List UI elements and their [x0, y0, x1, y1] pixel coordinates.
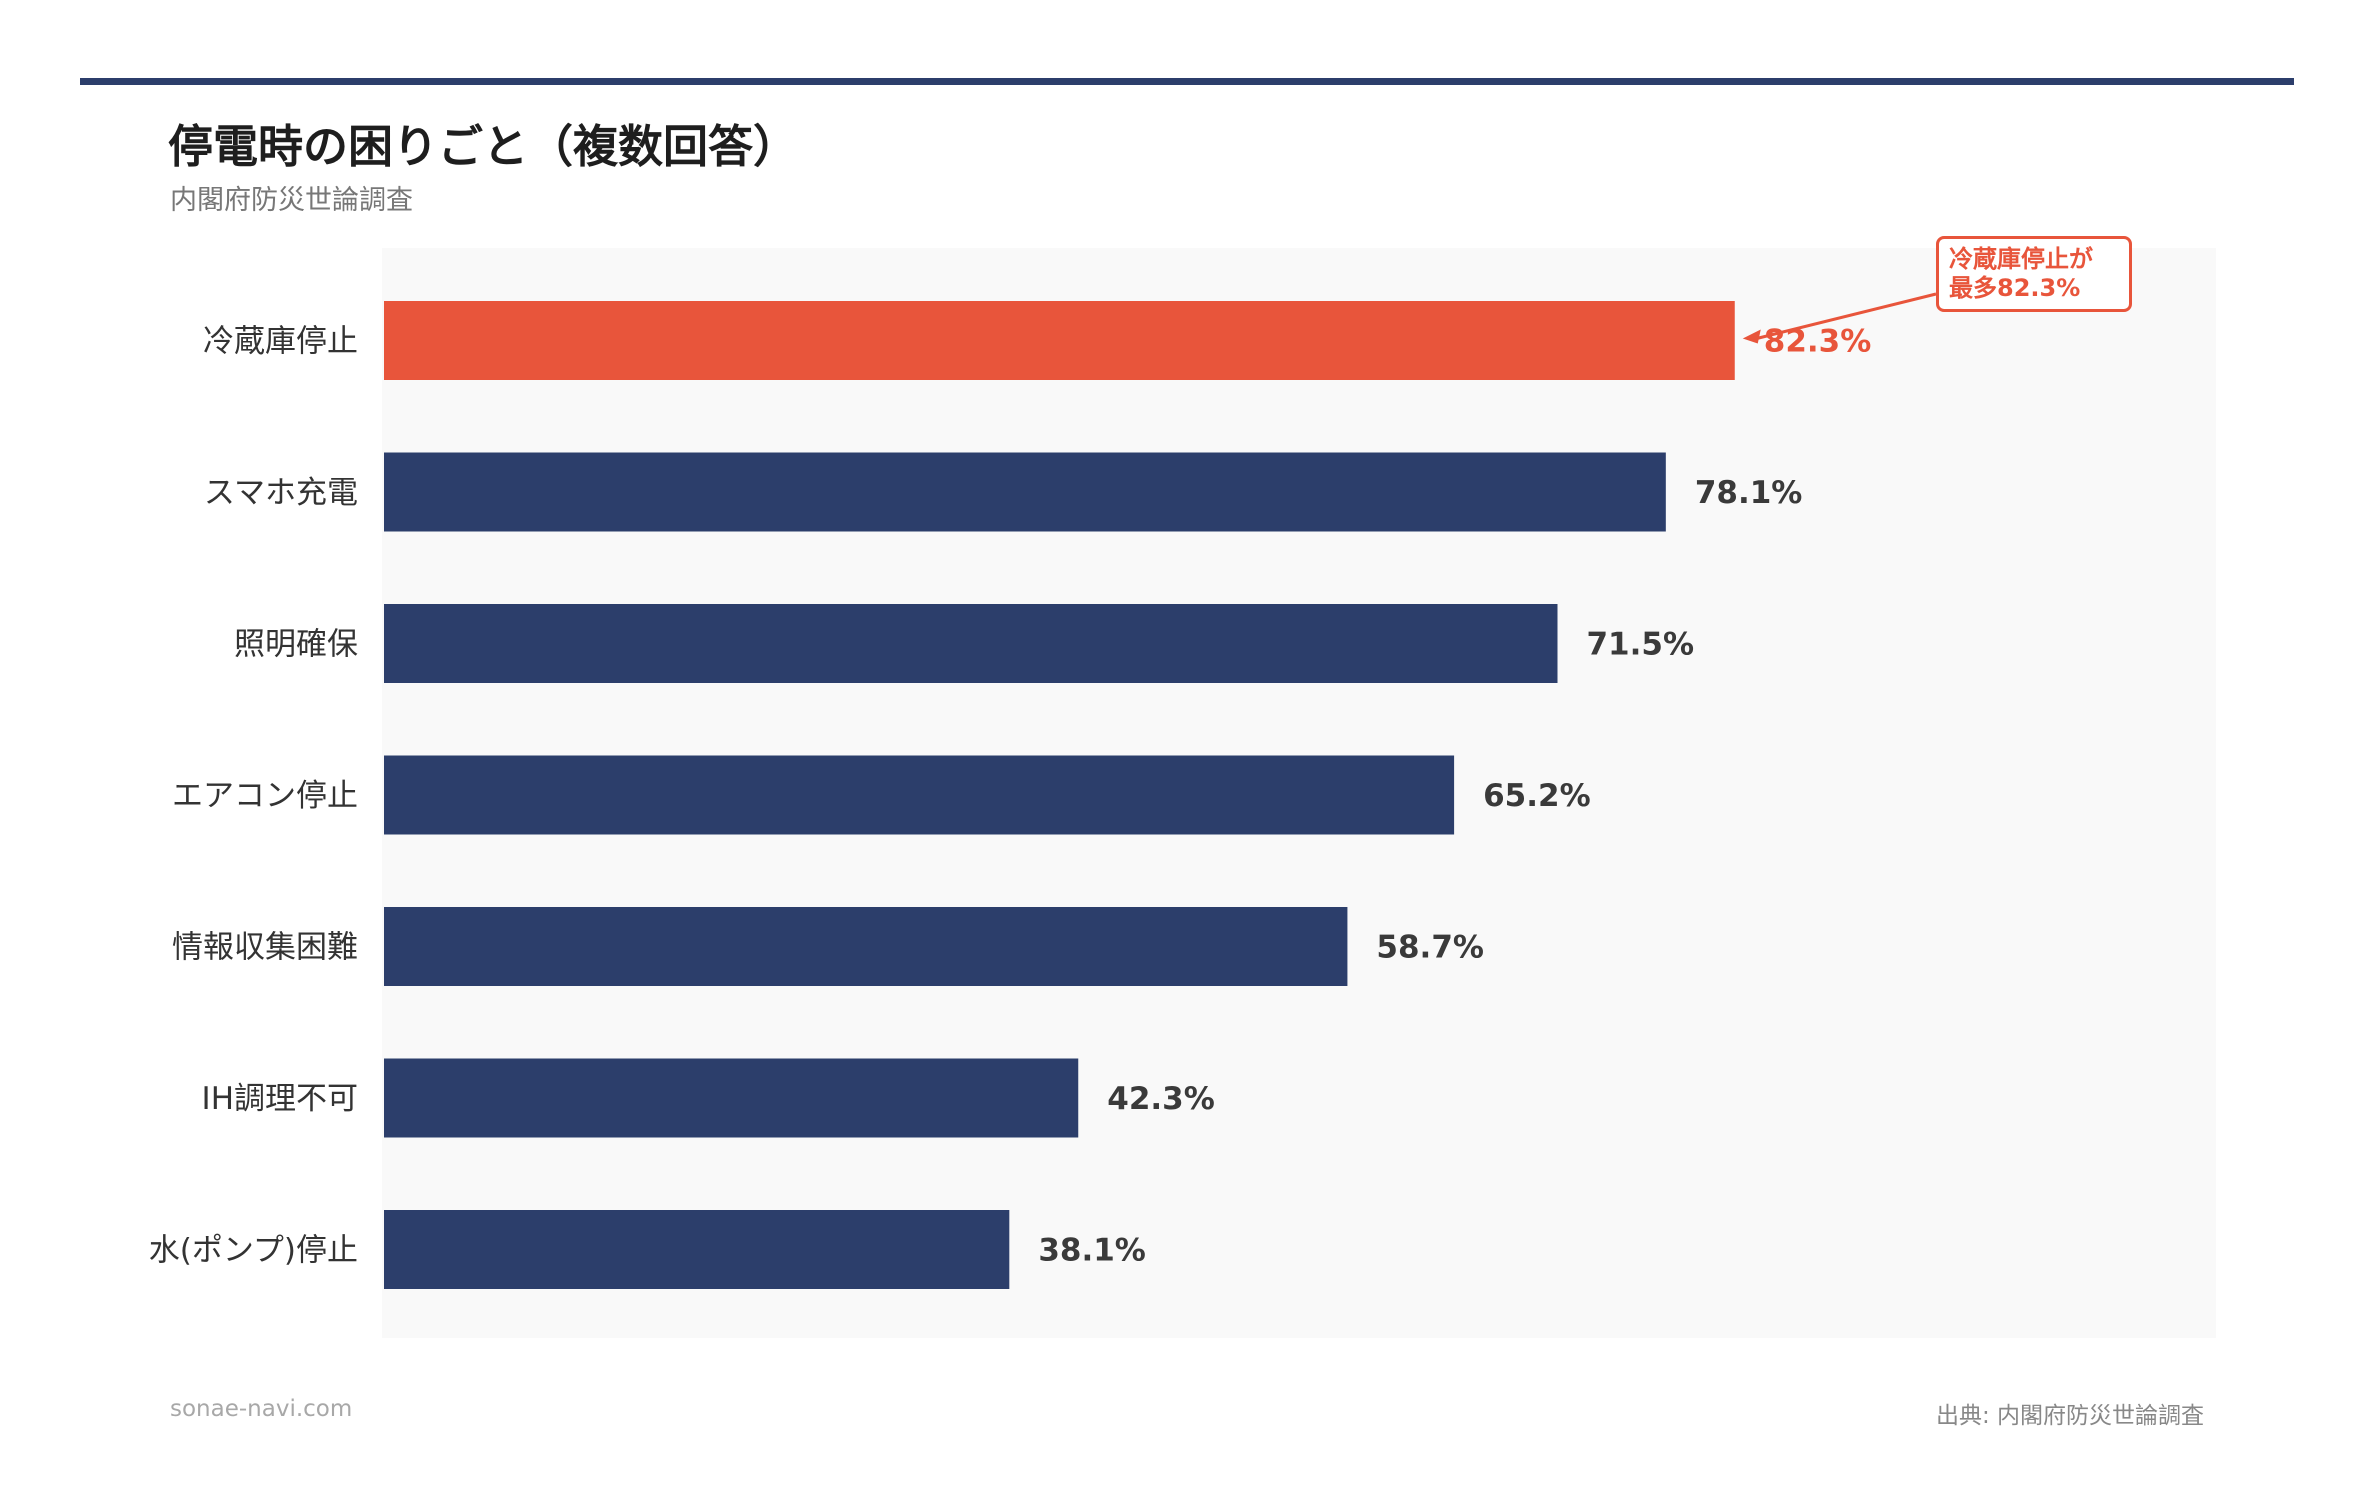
bar-4	[384, 907, 1348, 986]
annotation-callout: 冷蔵庫停止が 最多82.3%	[1936, 236, 2132, 312]
category-label-3: エアコン停止	[172, 778, 358, 814]
annotation-group	[1742, 292, 1937, 344]
footer-site: sonae-navi.com	[170, 1396, 353, 1422]
category-label-1: スマホ充電	[204, 475, 358, 511]
category-label-5: IH調理不可	[202, 1081, 358, 1117]
bar-5	[384, 1058, 1079, 1138]
annotation-line-2: 最多82.3%	[1949, 274, 2081, 302]
value-label-0: 82.3%	[1764, 324, 1872, 360]
value-label-3: 65.2%	[1483, 778, 1591, 814]
value-labels-group: 82.3% 78.1% 71.5% 65.2% 58.7% 42.3% 38.1%	[1038, 324, 1871, 1269]
footer-source: 出典: 内閣府防災世論調査	[1935, 1403, 2204, 1429]
value-label-4: 58.7%	[1376, 930, 1484, 966]
category-label-4: 情報収集困難	[172, 930, 358, 966]
category-label-0: 冷蔵庫停止	[203, 324, 358, 360]
bar-2	[384, 604, 1558, 683]
value-label-2: 71.5%	[1586, 627, 1694, 663]
category-label-2: 照明確保	[234, 627, 358, 663]
bar-0	[384, 301, 1735, 380]
category-label-6: 水(ポンプ)停止	[149, 1233, 358, 1269]
top-rule	[80, 78, 2294, 85]
annotation-line-1: 冷蔵庫停止が	[1949, 245, 2093, 273]
bar-3	[384, 755, 1455, 835]
annotation-arrow-head	[1742, 329, 1761, 344]
value-label-5: 42.3%	[1107, 1081, 1215, 1117]
chart-title: 停電時の困りごと（複数回答）	[168, 120, 799, 173]
chart-subtitle: 内閣府防災世論調査	[170, 185, 413, 216]
value-label-6: 38.1%	[1038, 1233, 1146, 1269]
bar-6	[384, 1210, 1010, 1289]
annotation-arrow-line	[1756, 292, 1937, 340]
value-label-1: 78.1%	[1695, 475, 1803, 511]
bars-group	[384, 301, 1735, 1289]
bar-1	[384, 452, 1666, 532]
